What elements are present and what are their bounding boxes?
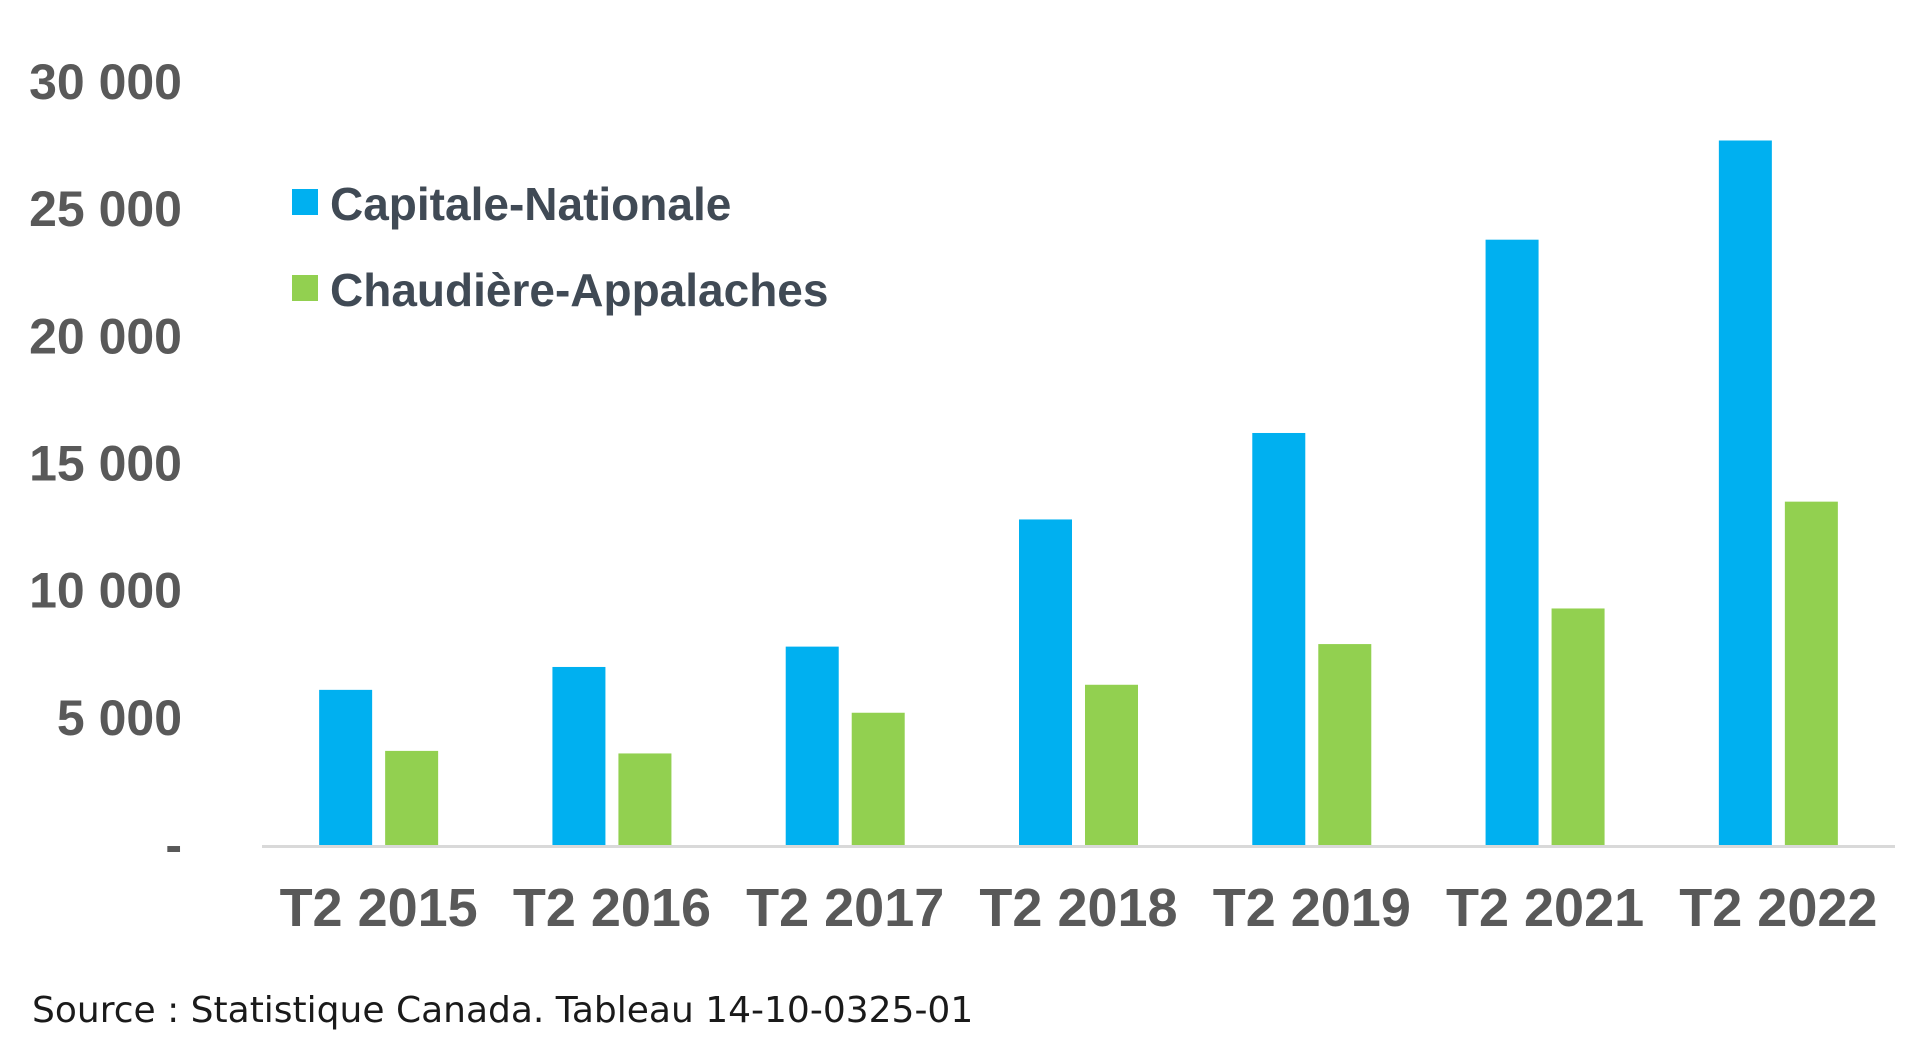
y-tick-label: 25 000 xyxy=(29,181,182,237)
y-tick-label: - xyxy=(165,817,182,873)
x-tick-label: T2 2022 xyxy=(1679,878,1877,938)
source-note: Source : Statistique Canada. Tableau 14-… xyxy=(32,990,973,1031)
x-tick-label: T2 2018 xyxy=(979,878,1177,938)
bar-chaudi-re-appalaches-t2-2018 xyxy=(1085,684,1138,845)
y-tick-label: 15 000 xyxy=(29,436,182,492)
x-axis-ticks: T2 2015 T2 2016 T2 2017 T2 2018 T2 2019 T2 20… xyxy=(280,878,1878,938)
x-tick-label: T2 2017 xyxy=(746,878,944,938)
bar-chaudi-re-appalaches-t2-2022 xyxy=(1784,501,1838,845)
legend-swatch-capitale-nationale xyxy=(292,189,318,215)
bar-chaudi-re-appalaches-t2-2016 xyxy=(618,753,672,845)
y-axis-ticks: - 5 000 10 000 15 000 20 000 25 000 30 000 xyxy=(29,54,182,873)
x-tick-label: T2 2016 xyxy=(513,878,711,938)
bar-chaudi-re-appalaches-t2-2015 xyxy=(385,750,439,845)
legend: Capitale-Nationale Chaudière-Appalaches xyxy=(292,178,828,316)
x-tick-label: T2 2019 xyxy=(1213,878,1411,938)
bar-capitale-nationale-t2-2019 xyxy=(1252,432,1306,845)
bar-capitale-nationale-t2-2017 xyxy=(785,646,839,845)
bar-chaudi-re-appalaches-t2-2019 xyxy=(1318,644,1372,845)
legend-label-chaudiere-appalaches: Chaudière-Appalaches xyxy=(330,264,828,316)
bar-capitale-nationale-t2-2016 xyxy=(552,666,606,845)
bar-chaudi-re-appalaches-t2-2017 xyxy=(851,712,905,845)
y-tick-label: 5 000 xyxy=(57,690,182,746)
legend-label-capitale-nationale: Capitale-Nationale xyxy=(330,178,731,230)
legend-swatch-chaudiere-appalaches xyxy=(292,275,318,301)
bars xyxy=(319,140,1838,846)
y-tick-label: 20 000 xyxy=(29,308,182,364)
bar-chaudi-re-appalaches-t2-2021 xyxy=(1551,608,1605,845)
bar-capitale-nationale-t2-2021 xyxy=(1485,239,1539,846)
x-tick-label: T2 2021 xyxy=(1446,878,1644,938)
bar-capitale-nationale-t2-2015 xyxy=(319,689,373,845)
bar-capitale-nationale-t2-2018 xyxy=(1019,519,1072,845)
y-tick-label: 30 000 xyxy=(29,54,182,110)
bar-capitale-nationale-t2-2022 xyxy=(1718,140,1772,845)
x-tick-label: T2 2015 xyxy=(280,878,478,938)
y-tick-label: 10 000 xyxy=(29,563,182,619)
